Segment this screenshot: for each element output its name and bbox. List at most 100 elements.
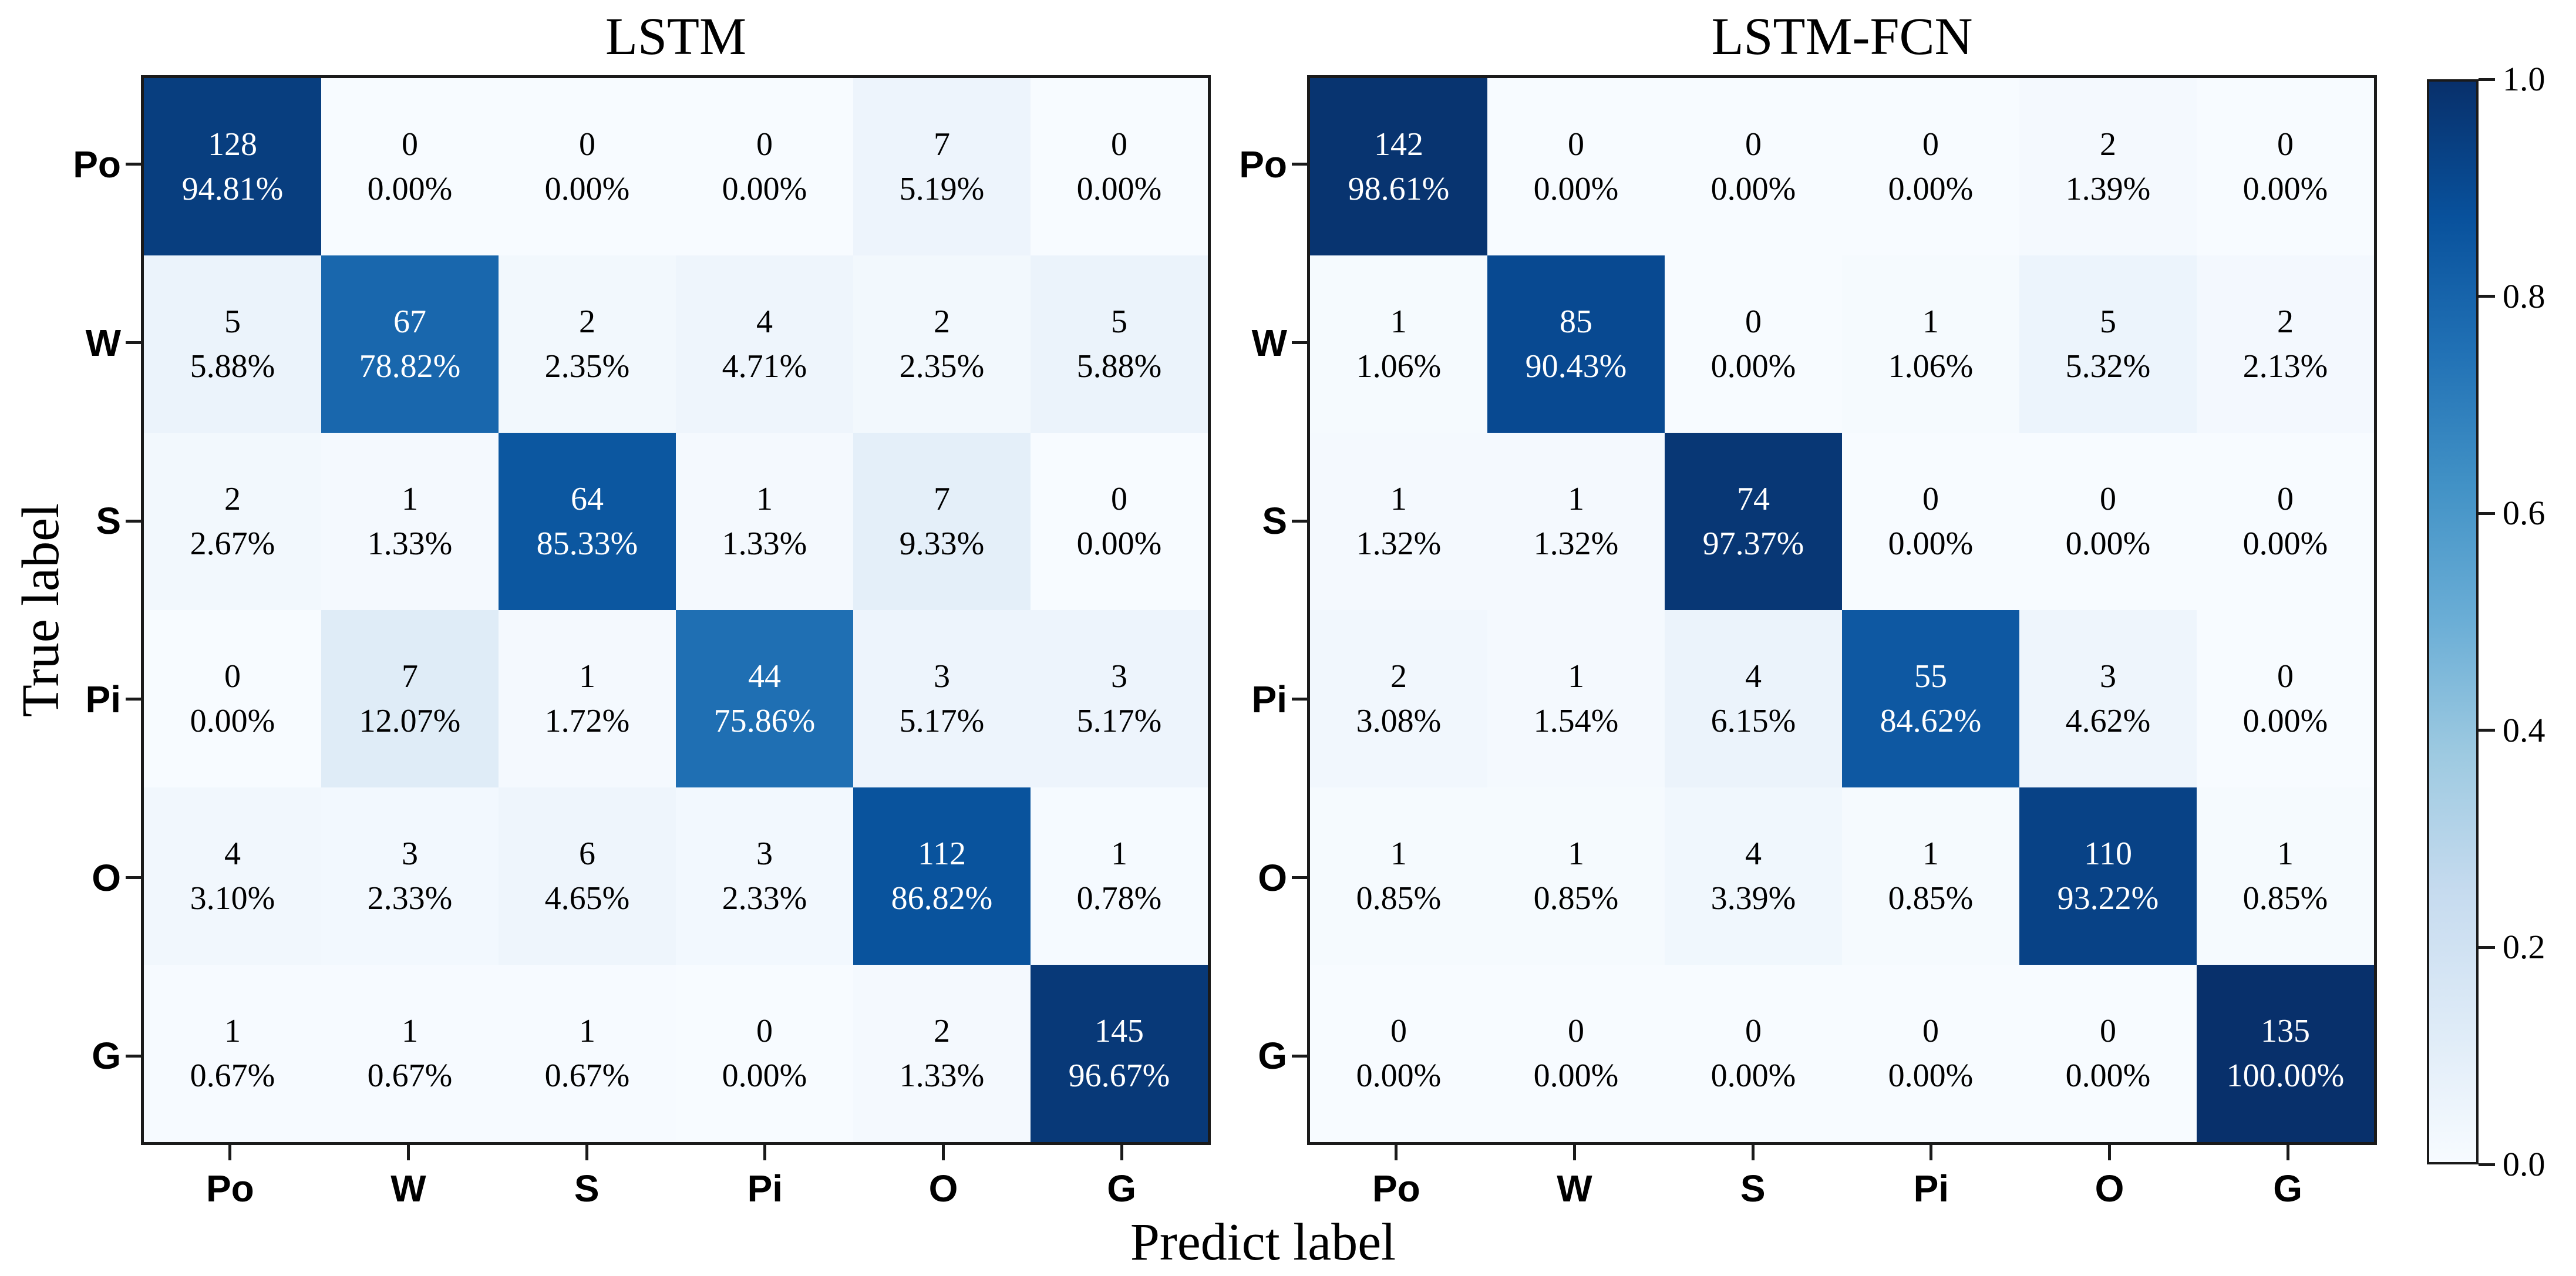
cell-count: 2 bbox=[934, 304, 950, 340]
matrix-cell-S-O: 0 0.00% bbox=[2019, 433, 2197, 610]
cell-count: 112 bbox=[918, 836, 966, 872]
matrix-cell-Pi-G: 3 5.17% bbox=[1031, 610, 1208, 787]
ytick-label-G: G bbox=[92, 1035, 121, 1078]
cell-percent: 12.07% bbox=[359, 703, 461, 739]
cell-percent: 4.65% bbox=[544, 880, 630, 917]
matrix-cell-W-Po: 5 5.88% bbox=[144, 255, 321, 433]
cell-percent: 0.00% bbox=[1533, 1058, 1619, 1094]
matrix-cell-Po-Pi: 0 0.00% bbox=[676, 78, 853, 255]
xtick-label-G: G bbox=[2273, 1167, 2303, 1210]
cell-count: 3 bbox=[756, 836, 773, 872]
xtick-mark bbox=[2108, 1145, 2111, 1160]
xtick-label-Po: Po bbox=[1372, 1167, 1420, 1210]
cell-count: 0 bbox=[579, 126, 595, 163]
matrix-cell-W-O: 5 5.32% bbox=[2019, 255, 2197, 433]
cell-percent: 0.00% bbox=[1076, 171, 1162, 207]
xtick-label-O: O bbox=[2095, 1167, 2124, 1210]
colorbar-tick-label: 0.6 bbox=[2503, 494, 2545, 533]
xtick-mark bbox=[1120, 1145, 1123, 1160]
cell-percent: 0.00% bbox=[1710, 348, 1796, 385]
matrix-cell-W-Po: 1 1.06% bbox=[1310, 255, 1487, 433]
cell-count: 1 bbox=[1922, 304, 1939, 340]
cell-percent: 4.62% bbox=[2065, 703, 2151, 739]
cell-percent: 1.32% bbox=[1533, 526, 1619, 562]
matrix-cell-Po-Pi: 0 0.00% bbox=[1842, 78, 2019, 255]
matrix-cell-Pi-Po: 2 3.08% bbox=[1310, 610, 1487, 787]
matrix-cell-G-Pi: 0 0.00% bbox=[1842, 965, 2019, 1142]
matrix-cell-O-W: 3 2.33% bbox=[321, 787, 499, 965]
cell-count: 135 bbox=[2261, 1013, 2310, 1049]
ytick-label-G: G bbox=[1258, 1035, 1287, 1078]
cell-percent: 98.61% bbox=[1348, 171, 1450, 207]
cell-count: 0 bbox=[1922, 481, 1939, 517]
cell-count: 4 bbox=[1745, 836, 1762, 872]
cell-percent: 0.00% bbox=[1356, 1058, 1442, 1094]
cell-count: 0 bbox=[1111, 481, 1127, 517]
xtick-mark bbox=[585, 1145, 588, 1160]
cell-percent: 1.72% bbox=[544, 703, 630, 739]
colorbar-tick-mark bbox=[2479, 78, 2495, 81]
cell-percent: 90.43% bbox=[1525, 348, 1627, 385]
cell-percent: 9.33% bbox=[899, 526, 985, 562]
cell-percent: 0.67% bbox=[190, 1058, 275, 1094]
matrix-cell-W-G: 5 5.88% bbox=[1031, 255, 1208, 433]
matrix-cell-S-O: 7 9.33% bbox=[853, 433, 1031, 610]
cell-count: 0 bbox=[1111, 126, 1127, 163]
colorbar-tick-mark bbox=[2479, 945, 2495, 949]
matrix-cell-O-Pi: 3 2.33% bbox=[676, 787, 853, 965]
cell-count: 0 bbox=[756, 1013, 773, 1049]
cell-count: 4 bbox=[1745, 658, 1762, 695]
cell-count: 1 bbox=[1922, 836, 1939, 872]
cell-percent: 0.00% bbox=[1888, 526, 1974, 562]
cell-percent: 0.85% bbox=[1356, 880, 1442, 917]
cell-count: 0 bbox=[1568, 1013, 1584, 1049]
matrix-cell-Pi-S: 1 1.72% bbox=[499, 610, 676, 787]
xtick-mark bbox=[1573, 1145, 1576, 1160]
cell-count: 4 bbox=[224, 836, 241, 872]
cell-count: 0 bbox=[1922, 1013, 1939, 1049]
cell-percent: 5.17% bbox=[899, 703, 985, 739]
matrix-cell-G-W: 1 0.67% bbox=[321, 965, 499, 1142]
matrix-cell-O-O: 110 93.22% bbox=[2019, 787, 2197, 965]
cell-percent: 84.62% bbox=[1880, 703, 1982, 739]
cell-percent: 75.86% bbox=[713, 703, 816, 739]
cell-percent: 2.35% bbox=[899, 348, 985, 385]
cell-percent: 3.10% bbox=[190, 880, 275, 917]
cell-percent: 0.00% bbox=[1710, 1058, 1796, 1094]
cell-percent: 0.00% bbox=[367, 171, 453, 207]
cell-count: 0 bbox=[1745, 126, 1762, 163]
matrix-cell-Po-O: 2 1.39% bbox=[2019, 78, 2197, 255]
cell-count: 1 bbox=[1390, 481, 1407, 517]
cell-percent: 0.00% bbox=[2065, 1058, 2151, 1094]
ytick-mark bbox=[126, 163, 141, 166]
cell-percent: 2.13% bbox=[2242, 348, 2328, 385]
cell-percent: 5.17% bbox=[1076, 703, 1162, 739]
colorbar-tick-label: 0.4 bbox=[2503, 711, 2545, 749]
matrix-cell-Po-Po: 128 94.81% bbox=[144, 78, 321, 255]
x-axis-label: Predict label bbox=[1130, 1213, 1396, 1271]
ytick-mark bbox=[1292, 341, 1307, 344]
colorbar bbox=[2427, 79, 2479, 1164]
cell-count: 1 bbox=[1390, 836, 1407, 872]
cell-count: 5 bbox=[224, 304, 241, 340]
cell-percent: 1.32% bbox=[1356, 526, 1442, 562]
cell-count: 0 bbox=[1745, 1013, 1762, 1049]
ytick-label-Pi: Pi bbox=[85, 678, 121, 721]
matrix-cell-W-W: 67 78.82% bbox=[321, 255, 499, 433]
cell-percent: 5.88% bbox=[190, 348, 275, 385]
cell-count: 67 bbox=[393, 304, 426, 340]
cell-percent: 0.67% bbox=[367, 1058, 453, 1094]
cell-percent: 0.00% bbox=[722, 1058, 807, 1094]
cell-count: 2 bbox=[2100, 126, 2116, 163]
matrix-cell-Po-S: 0 0.00% bbox=[1665, 78, 1842, 255]
cell-percent: 4.71% bbox=[722, 348, 807, 385]
lstm-fcn-heatmap: 142 98.61% 0 0.00% 0 0.00% 0 0.00% 2 1.39% 0 0.00% 1… bbox=[1307, 75, 2377, 1145]
colorbar-tick-label: 1.0 bbox=[2503, 60, 2545, 98]
cell-count: 1 bbox=[1111, 836, 1127, 872]
ytick-mark bbox=[126, 876, 141, 879]
cell-count: 7 bbox=[402, 658, 418, 695]
cell-count: 1 bbox=[2277, 836, 2294, 872]
cell-count: 2 bbox=[934, 1013, 950, 1049]
ytick-label-Pi: Pi bbox=[1251, 678, 1287, 721]
